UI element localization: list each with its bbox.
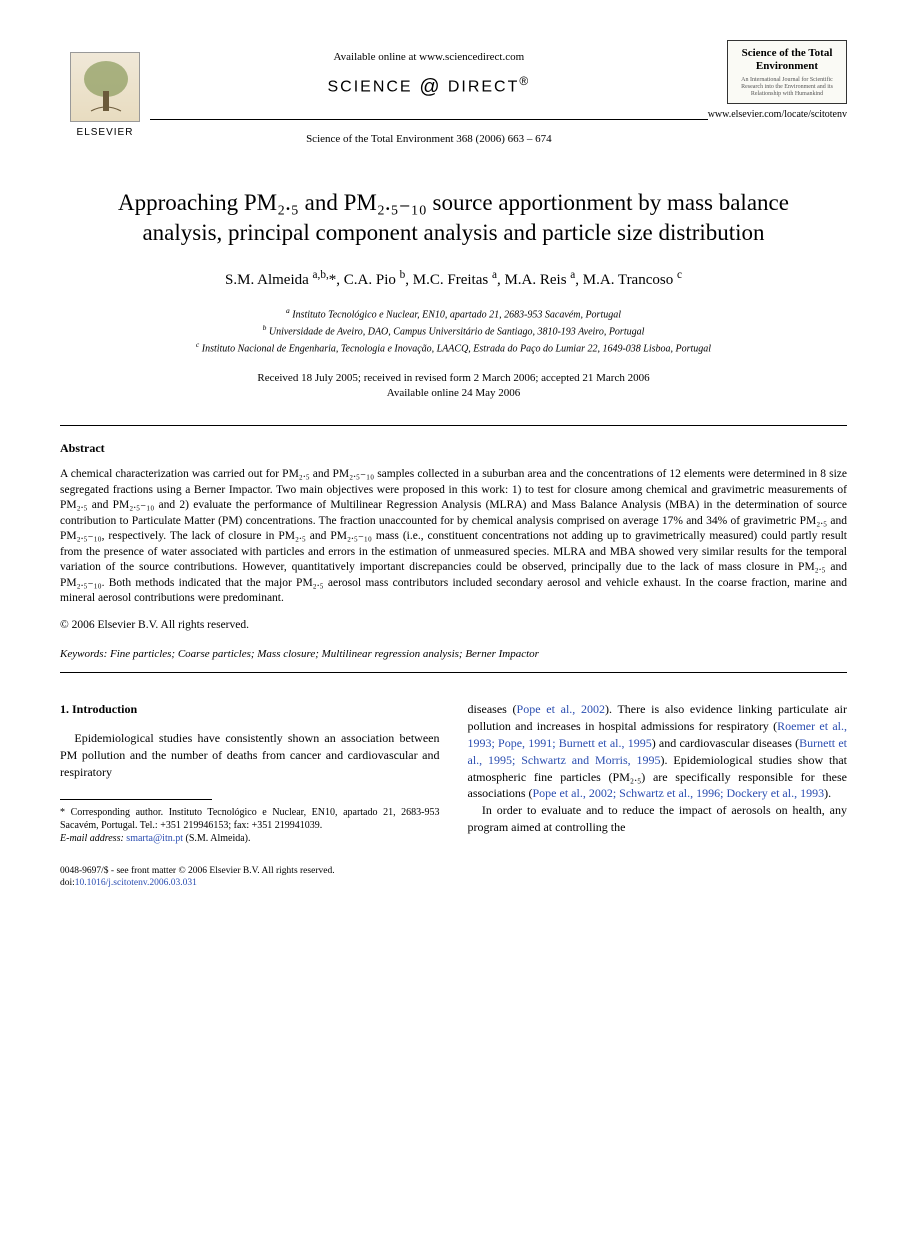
journal-citation: Science of the Total Environment 368 (20… xyxy=(150,132,708,147)
doi-link[interactable]: 10.1016/j.scitotenv.2006.03.031 xyxy=(75,878,197,888)
right-column: diseases (Pope et al., 2002). There is a… xyxy=(468,701,848,844)
intro-para-left: Epidemiological studies have consistentl… xyxy=(60,730,440,780)
online-date: Available online 24 May 2006 xyxy=(60,386,847,401)
email-author: (S.M. Almeida). xyxy=(186,833,251,844)
issn-line: 0048-9697/$ - see front matter © 2006 El… xyxy=(60,865,847,877)
affiliation-c: c Instituto Nacional de Engenharia, Tecn… xyxy=(60,339,847,356)
journal-box-subtitle: An International Journal for Scientific … xyxy=(732,77,842,97)
intro-para-right-2: In order to evaluate and to reduce the i… xyxy=(468,802,848,836)
affiliation-b: b Universidade de Aveiro, DAO, Campus Un… xyxy=(60,322,847,339)
left-column: 1. Introduction Epidemiological studies … xyxy=(60,701,440,844)
doi-line: doi:10.1016/j.scitotenv.2006.03.031 xyxy=(60,877,847,889)
affiliation-a: a Instituto Tecnológico e Nuclear, EN10,… xyxy=(60,305,847,322)
email-label: E-mail address: xyxy=(60,833,124,844)
received-date: Received 18 July 2005; received in revis… xyxy=(60,371,847,386)
available-online-text: Available online at www.sciencedirect.co… xyxy=(150,50,708,65)
ref-pope-schwartz-dockery[interactable]: Pope et al., 2002; Schwartz et al., 1996… xyxy=(533,786,825,800)
intro-para-right-1: diseases (Pope et al., 2002). There is a… xyxy=(468,701,848,802)
sd-word2: DIRECT xyxy=(448,79,520,96)
email-link[interactable]: smarta@itn.pt xyxy=(126,833,183,844)
sd-word1: SCIENCE xyxy=(327,79,412,96)
keywords-text: Fine particles; Coarse particles; Mass c… xyxy=(110,648,539,660)
abstract-text: A chemical characterization was carried … xyxy=(60,467,847,607)
page-footer: 0048-9697/$ - see front matter © 2006 El… xyxy=(60,865,847,890)
abstract-heading: Abstract xyxy=(60,440,847,457)
corr-author-text: * Corresponding author. Instituto Tecnol… xyxy=(60,806,440,832)
article-dates: Received 18 July 2005; received in revis… xyxy=(60,371,847,402)
keywords-line: Keywords: Fine particles; Coarse particl… xyxy=(60,647,847,662)
ref-pope-2002[interactable]: Pope et al., 2002 xyxy=(517,702,605,716)
author-list: S.M. Almeida a,b,*, C.A. Pio b, M.C. Fre… xyxy=(60,268,847,291)
affiliations: a Instituto Tecnológico e Nuclear, EN10,… xyxy=(60,305,847,357)
elsevier-logo: ELSEVIER xyxy=(60,40,150,140)
journal-url: www.elsevier.com/locate/scitotenv xyxy=(708,108,847,122)
corresponding-footnote: * Corresponding author. Instituto Tecnol… xyxy=(60,806,440,845)
footnote-separator xyxy=(60,799,212,800)
corr-email-line: E-mail address: smarta@itn.pt (S.M. Alme… xyxy=(60,832,440,845)
keywords-label: Keywords: xyxy=(60,648,107,660)
abstract-copyright: © 2006 Elsevier B.V. All rights reserved… xyxy=(60,617,847,633)
article-title: Approaching PM₂.₅ and PM₂.₅₋₁₀ source ap… xyxy=(80,188,827,248)
elsevier-text: ELSEVIER xyxy=(77,126,134,140)
journal-box-title: Science of the Total Environment xyxy=(732,47,842,73)
page-header: ELSEVIER Available online at www.science… xyxy=(60,40,847,148)
sciencedirect-logo: SCIENCE @ DIRECT® xyxy=(150,73,708,101)
journal-box-column: Science of the Total Environment An Inte… xyxy=(708,40,847,122)
body-columns: 1. Introduction Epidemiological studies … xyxy=(60,701,847,844)
elsevier-tree-icon xyxy=(70,52,140,122)
center-header: Available online at www.sciencedirect.co… xyxy=(150,40,708,148)
section-1-heading: 1. Introduction xyxy=(60,701,440,718)
sd-at-icon: @ xyxy=(419,76,441,98)
journal-cover-box: Science of the Total Environment An Inte… xyxy=(727,40,847,104)
